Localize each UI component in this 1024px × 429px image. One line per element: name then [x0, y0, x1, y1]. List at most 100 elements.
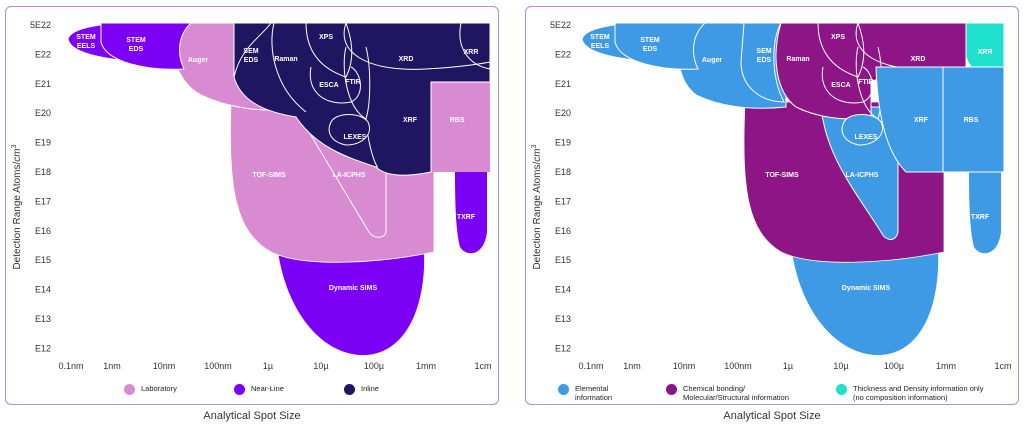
y-tick-label: E14	[35, 285, 51, 295]
legend-thickness: Thickness and Density information only (…	[836, 384, 983, 402]
x-tick-label: 100nm	[724, 361, 752, 371]
label-auger: Auger	[188, 57, 209, 64]
label-xrd: XRD	[911, 56, 926, 63]
label-rbs: RBS	[450, 117, 465, 124]
label-xrr: XRR	[464, 49, 479, 56]
right-panel: Detection Range Atoms/cm3 5E22 E22 E21 E20 E…	[525, 6, 1019, 405]
label-xrd: XRD	[399, 56, 414, 63]
label-rbs: RBS	[964, 117, 979, 124]
x-tick-label: 10nm	[673, 361, 696, 371]
legend-inline: Inline	[344, 384, 379, 395]
y-axis-title: Detection Range Atoms/cm3	[531, 144, 543, 269]
x-tick-label: 1nm	[103, 361, 121, 371]
y-tick-label: E20	[555, 108, 571, 118]
x-tick-label: 1µ	[783, 361, 793, 371]
label-stem-eels: STEM EELS	[590, 34, 610, 50]
y-tick-label: E21	[35, 79, 51, 89]
y-tick-labels: 5E22 E22 E21 E20 E19 E18 E17 E16 E15 E14 E13 E12	[30, 20, 51, 353]
label-ftir: FTIR	[345, 79, 361, 86]
txrf-region	[455, 172, 487, 254]
label-esca: ESCA	[319, 82, 338, 89]
sem-eds-region	[740, 22, 785, 103]
y-axis-title: Detection Range Atoms/cm3	[11, 144, 23, 269]
label-xrr: XRR	[978, 49, 993, 56]
label-xps: XPS	[831, 34, 845, 41]
legend-swatch	[344, 384, 355, 395]
dynamic-sims-region	[278, 252, 425, 356]
label-xps: XPS	[319, 34, 333, 41]
label-auger: Auger	[702, 57, 723, 64]
x-tick-label: 1cm	[474, 361, 491, 371]
y-tick-label: E18	[35, 167, 51, 177]
xps-boundary	[305, 22, 353, 78]
y-tick-label: E14	[555, 285, 571, 295]
y-tick-labels: 5E22 E22 E21 E20 E19 E18 E17 E16 E15 E14 E13 E12	[550, 20, 571, 353]
left-panel: Detection Range Atoms/cm3 5E22 E22 E21 E20 E…	[5, 6, 499, 405]
y-tick-label: E15	[555, 255, 571, 265]
label-lexes: LEXES	[344, 134, 367, 141]
region-labels: STEM EELS STEM EDS Auger SEM EDS Raman XPS …	[76, 34, 478, 292]
label-dynamic-sims: Dynamic SIMS	[842, 285, 891, 292]
legend-label: Inline	[361, 384, 379, 393]
esca-boundary	[309, 66, 361, 104]
y-tick-label: E17	[35, 196, 51, 206]
label-sem-eds: SEM EDS	[243, 48, 258, 64]
label-tof-sims: TOF-SIMS	[765, 172, 799, 179]
dynamic-sims-region	[792, 252, 939, 356]
label-tof-sims: TOF-SIMS	[252, 172, 286, 179]
stem-eds-region	[614, 22, 707, 70]
label-lexes: LEXES	[855, 134, 878, 141]
legend-swatch	[666, 384, 677, 395]
legend-swatch	[124, 384, 135, 395]
legend-label: Elemental information	[575, 384, 613, 402]
x-tick-labels: 0.1nm 1nm 10nm 100nm 1µ 10µ 100µ 1mm 1cm	[578, 361, 1011, 371]
x-tick-labels: 0.1nm 1nm 10nm 100nm 1µ 10µ 100µ 1mm 1cm	[58, 361, 491, 371]
legend-chemical: Chemical bonding/ Molecular/Structural i…	[666, 384, 789, 402]
legend-swatch	[558, 384, 569, 395]
x-tick-label: 10nm	[153, 361, 176, 371]
x-tick-label: 1mm	[936, 361, 956, 371]
y-tick-label: E19	[35, 138, 51, 148]
label-stem-eds: STEM EDS	[640, 37, 660, 53]
x-tick-label: 1mm	[416, 361, 436, 371]
label-txrf: TXRF	[457, 214, 476, 221]
y-tick-label: E16	[35, 226, 51, 236]
label-sem-eds: SEM EDS	[756, 48, 771, 64]
esca-boundary	[821, 66, 873, 104]
y-tick-label: E12	[555, 343, 571, 353]
txrf-region	[969, 172, 1001, 254]
y-tick-label: E18	[555, 167, 571, 177]
y-tick-label: E16	[555, 226, 571, 236]
x-axis-title-left: Analytical Spot Size	[203, 410, 301, 422]
x-tick-label: 10µ	[833, 361, 848, 371]
la-icphs-region	[820, 106, 899, 240]
xrf-region	[875, 66, 1005, 173]
region-layer	[67, 22, 491, 356]
x-tick-label: 1cm	[994, 361, 1011, 371]
label-la-icphs: LA-ICPHS	[332, 172, 365, 179]
y-tick-label: 5E22	[550, 20, 571, 30]
label-xrf: XRF	[403, 117, 418, 124]
right-diagram: Detection Range Atoms/cm3 5E22 E22 E21 E20 E…	[531, 20, 1012, 371]
inline-block-region	[233, 22, 491, 176]
y-tick-label: E13	[555, 314, 571, 324]
legend-label: Chemical bonding/ Molecular/Structural i…	[683, 384, 789, 402]
x-tick-label: 100µ	[364, 361, 384, 371]
x-axis-title-right: Analytical Spot Size	[723, 410, 821, 422]
x-tick-label: 1µ	[263, 361, 273, 371]
left-diagram: Detection Range Atoms/cm3 5E22 E22 E21 E20 E…	[11, 20, 492, 371]
y-tick-label: E20	[35, 108, 51, 118]
xrr-boundary	[459, 22, 491, 70]
y-tick-label: E15	[35, 255, 51, 265]
raman-boundary	[271, 22, 307, 113]
legend-swatch	[234, 384, 245, 395]
ftir-boundary	[343, 46, 371, 120]
y-tick-label: E21	[555, 79, 571, 89]
lexes-region	[841, 114, 883, 146]
y-tick-label: 5E22	[30, 20, 51, 30]
legend-elemental: Elemental information	[558, 384, 612, 402]
x-tick-label: 0.1nm	[578, 361, 603, 371]
y-tick-label: E19	[555, 138, 571, 148]
y-tick-label: E13	[35, 314, 51, 324]
xps-boundary	[817, 22, 865, 78]
